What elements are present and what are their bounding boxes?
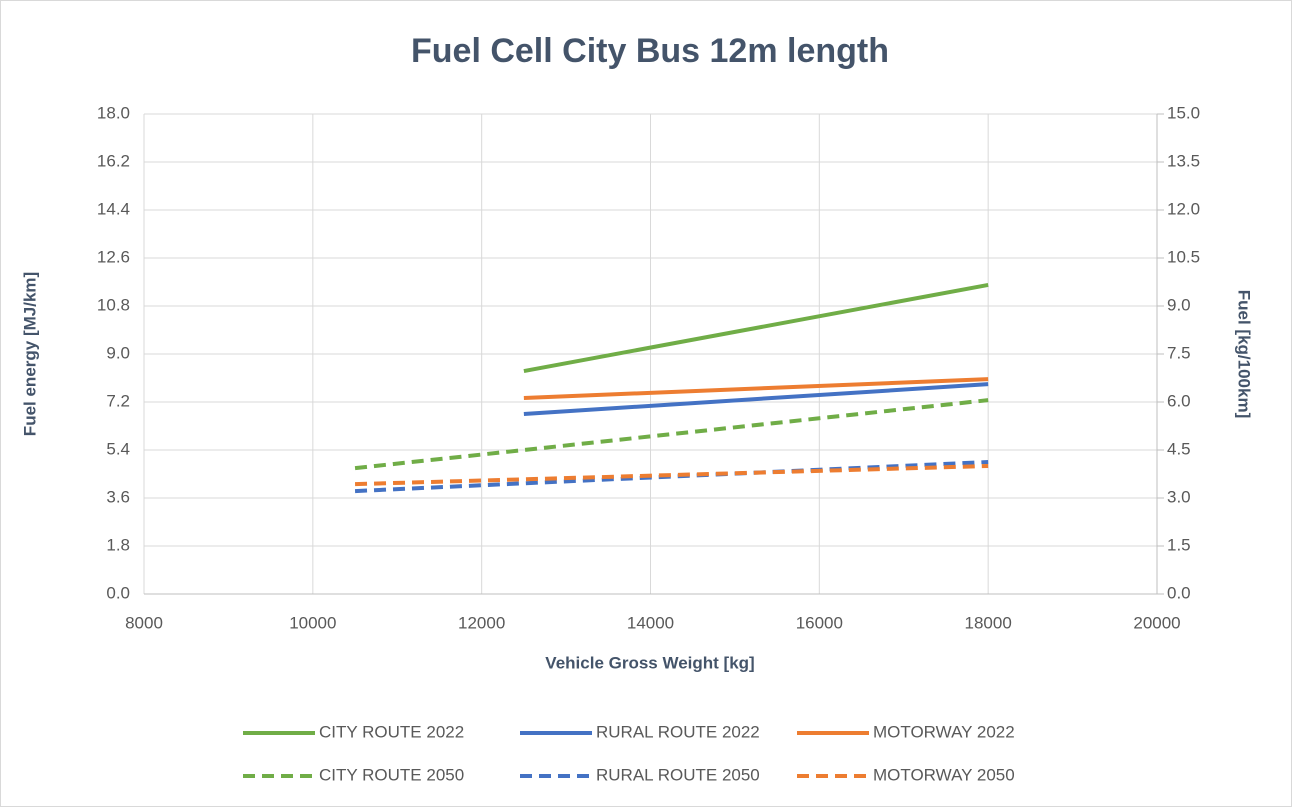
y2-tick-label: 7.5 bbox=[1167, 343, 1191, 362]
series-line bbox=[354, 460, 989, 494]
y-tick-label: 10.8 bbox=[97, 295, 130, 314]
y-tick-label: 14.4 bbox=[97, 199, 130, 218]
legend-label: RURAL ROUTE 2050 bbox=[596, 765, 760, 784]
series-line bbox=[523, 282, 989, 374]
series-line bbox=[523, 382, 989, 416]
y-tick-label: 18.0 bbox=[97, 103, 130, 122]
y-tick-label: 1.8 bbox=[106, 535, 130, 554]
x-tick-label: 12000 bbox=[458, 613, 505, 632]
y2-tick-label: 4.5 bbox=[1167, 439, 1191, 458]
x-tick-label: 16000 bbox=[796, 613, 843, 632]
legend-label: RURAL ROUTE 2022 bbox=[596, 722, 760, 741]
series-line bbox=[354, 464, 989, 487]
x-tick-label: 8000 bbox=[125, 613, 163, 632]
y2-tick-label: 3.0 bbox=[1167, 487, 1191, 506]
y2-axis-label: Fuel [kg/100km] bbox=[1235, 290, 1254, 419]
y2-tick-label: 1.5 bbox=[1167, 535, 1191, 554]
y2-tick-label: 6.0 bbox=[1167, 391, 1191, 410]
y2-tick-label: 13.5 bbox=[1167, 151, 1200, 170]
y2-tick-label: 9.0 bbox=[1167, 295, 1191, 314]
legend-label: CITY ROUTE 2050 bbox=[319, 765, 464, 784]
chart-title: Fuel Cell City Bus 12m length bbox=[411, 32, 889, 70]
legend-label: MOTORWAY 2050 bbox=[873, 765, 1015, 784]
y2-tick-label: 10.5 bbox=[1167, 247, 1200, 266]
x-tick-label: 20000 bbox=[1133, 613, 1180, 632]
y-axis-label: Fuel energy [MJ/km] bbox=[20, 272, 39, 436]
y-tick-label: 5.4 bbox=[106, 439, 130, 458]
series-line bbox=[354, 398, 989, 471]
y-tick-label: 0.0 bbox=[106, 583, 130, 602]
x-tick-label: 10000 bbox=[289, 613, 336, 632]
legend-label: MOTORWAY 2022 bbox=[873, 722, 1015, 741]
y2-tick-label: 0.0 bbox=[1167, 583, 1191, 602]
y-tick-label: 3.6 bbox=[106, 487, 130, 506]
y-tick-label: 12.6 bbox=[97, 247, 130, 266]
x-tick-label: 18000 bbox=[965, 613, 1012, 632]
y-tick-label: 16.2 bbox=[97, 151, 130, 170]
y-tick-label: 7.2 bbox=[106, 391, 130, 410]
legend-label: CITY ROUTE 2022 bbox=[319, 722, 464, 741]
series-line bbox=[523, 377, 989, 400]
x-tick-label: 14000 bbox=[627, 613, 674, 632]
y-tick-label: 9.0 bbox=[106, 343, 130, 362]
y2-tick-label: 12.0 bbox=[1167, 199, 1200, 218]
x-axis-label: Vehicle Gross Weight [kg] bbox=[545, 653, 754, 672]
y2-tick-label: 15.0 bbox=[1167, 103, 1200, 122]
